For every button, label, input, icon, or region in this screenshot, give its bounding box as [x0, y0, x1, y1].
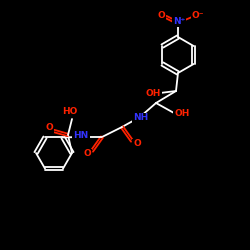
Text: HN: HN: [74, 130, 88, 140]
Text: O⁻: O⁻: [192, 10, 204, 20]
Text: HO: HO: [62, 106, 78, 116]
Text: O: O: [157, 10, 165, 20]
Text: O: O: [83, 150, 91, 158]
Text: OH: OH: [145, 88, 161, 98]
Text: N⁺: N⁺: [173, 18, 185, 26]
Text: NH: NH: [134, 114, 148, 122]
Text: O: O: [45, 124, 53, 132]
Text: OH: OH: [174, 110, 190, 118]
Text: O: O: [133, 140, 141, 148]
